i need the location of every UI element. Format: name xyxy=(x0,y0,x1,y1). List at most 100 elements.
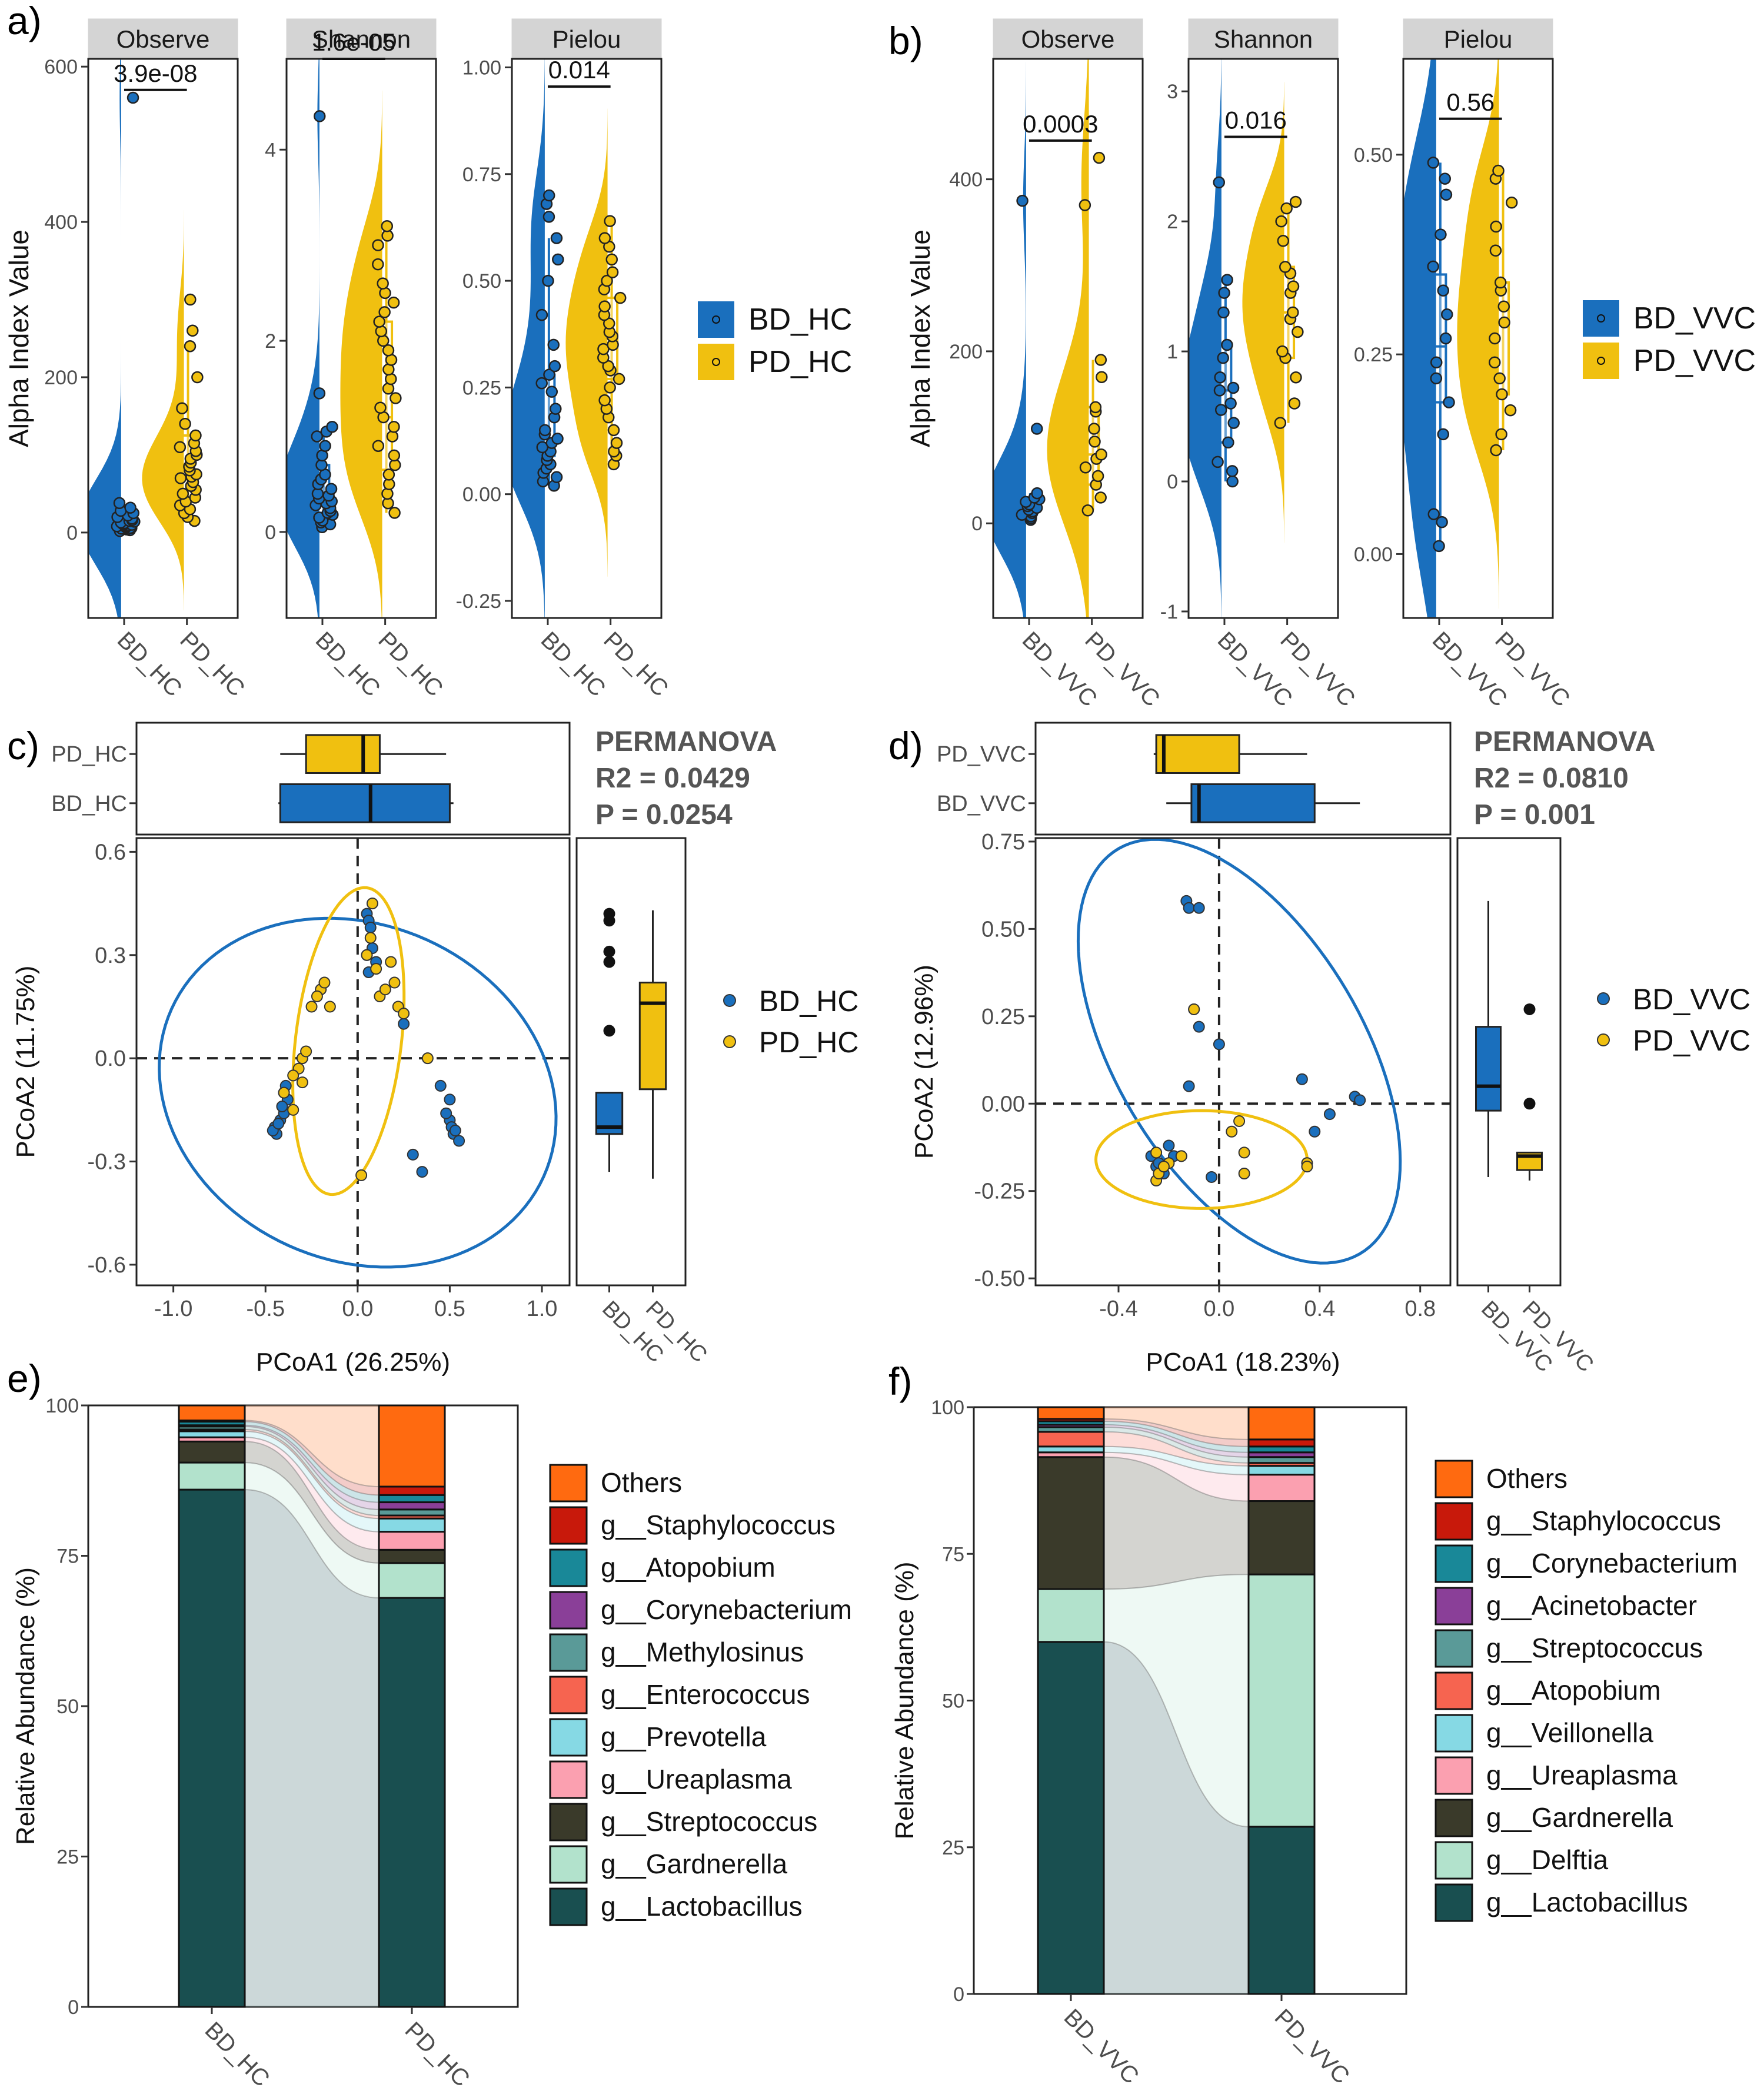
data-point xyxy=(601,274,613,287)
scatter-point xyxy=(1301,1161,1313,1173)
data-point xyxy=(1081,504,1094,517)
legend-label: g__Corynebacterium xyxy=(601,1594,852,1625)
data-point xyxy=(1279,261,1292,273)
data-point xyxy=(372,239,384,251)
data-point xyxy=(1292,325,1304,338)
plot-area xyxy=(512,59,627,618)
legend-key-pd_vvc xyxy=(1583,343,1619,379)
data-point xyxy=(1089,436,1101,448)
x-axis-title: PCoA1 (26.25%) xyxy=(256,1348,450,1377)
bar-segment xyxy=(178,1488,246,2008)
legend-label: g__Gardnerella xyxy=(1486,1802,1673,1833)
facet-title: Pielou xyxy=(553,25,621,53)
bar-segment xyxy=(378,1531,446,1551)
data-point xyxy=(1504,404,1517,417)
data-point xyxy=(1079,461,1092,474)
data-point xyxy=(1496,388,1508,401)
data-point xyxy=(1276,345,1289,358)
data-point xyxy=(1031,487,1043,500)
bar-segment xyxy=(1247,1465,1316,1476)
legend-label: PD_VVC xyxy=(1633,344,1756,378)
data-point xyxy=(373,315,385,328)
data-point xyxy=(381,220,394,232)
outlier-point xyxy=(603,915,615,927)
panel-label: d) xyxy=(888,724,923,767)
facet-strip xyxy=(1188,18,1339,59)
data-point xyxy=(1287,280,1300,293)
violin-pd_hc xyxy=(565,108,608,577)
scatter-point xyxy=(1238,1168,1250,1179)
legend-label: g__Veillonella xyxy=(1486,1717,1653,1748)
y-tick-label: 0 xyxy=(265,521,276,544)
data-point xyxy=(1275,215,1287,228)
data-point xyxy=(1288,397,1301,410)
data-point xyxy=(552,253,564,266)
y-tick-label: 0 xyxy=(953,1983,964,2006)
bar-segment xyxy=(1247,1474,1316,1503)
data-point xyxy=(1218,287,1230,299)
scatter-point xyxy=(324,1001,336,1013)
y-tick-label: 0.25 xyxy=(1354,344,1393,366)
legend-key xyxy=(549,1718,588,1757)
data-point xyxy=(387,296,400,309)
scatter-point xyxy=(388,976,401,989)
data-point xyxy=(1430,356,1443,368)
data-point xyxy=(547,338,560,351)
legend-label: g__Streptococcus xyxy=(1486,1633,1703,1663)
x-tick-label: PD_HC xyxy=(373,627,448,702)
x-tick-label: 0.5 xyxy=(434,1297,465,1321)
data-point xyxy=(1088,423,1100,435)
data-point xyxy=(545,385,558,398)
scatter-point xyxy=(440,1107,452,1119)
box-iqr xyxy=(1190,783,1316,823)
scatter-point xyxy=(272,1118,285,1130)
legend-key-bd_hc xyxy=(723,994,736,1007)
bar-segment xyxy=(378,1508,446,1517)
data-point xyxy=(1443,396,1455,408)
bar-segment xyxy=(178,1404,246,1422)
x-tick-label: 0.8 xyxy=(1404,1297,1436,1321)
data-point xyxy=(388,449,401,462)
scatter-point xyxy=(1296,1073,1308,1085)
data-point xyxy=(184,293,197,306)
y-tick-label: 0.75 xyxy=(981,830,1025,855)
x-axis-title: PCoA1 (18.23%) xyxy=(1146,1348,1340,1377)
abundance-panel-e: 0 25 50 75 100 BD_HC PD_HC Relative Abundance (… xyxy=(11,1395,852,2092)
data-point xyxy=(1224,397,1237,410)
violin-bd_vvc xyxy=(993,62,1026,618)
x-tick-label: 0.4 xyxy=(1304,1297,1335,1321)
data-point xyxy=(604,381,616,394)
scatter-point xyxy=(416,1166,428,1178)
y-tick-label: 4 xyxy=(265,139,276,161)
bar-segment xyxy=(178,1430,246,1438)
scatter-point xyxy=(1309,1125,1321,1138)
data-point xyxy=(1093,151,1106,164)
data-point xyxy=(1217,306,1230,319)
data-point xyxy=(319,440,331,452)
violin-pd_hc xyxy=(340,90,382,618)
outlier-point xyxy=(603,945,615,958)
alluvial-flow xyxy=(1103,1574,1249,1827)
data-point xyxy=(325,483,338,496)
legend-key xyxy=(549,1591,588,1630)
data-point xyxy=(1214,404,1227,416)
data-point xyxy=(179,417,191,430)
y-tick-label: 0.50 xyxy=(1354,144,1393,167)
data-point xyxy=(542,274,554,287)
box-iqr xyxy=(638,982,667,1091)
scatter-point xyxy=(364,922,377,933)
scatter-point xyxy=(305,1001,318,1013)
scatter-point xyxy=(1163,1139,1175,1152)
y-axis-title: Alpha Index Value xyxy=(905,230,936,447)
y-tick-label: 0.6 xyxy=(95,840,126,865)
data-point xyxy=(548,360,561,373)
scatter-point xyxy=(407,1148,419,1161)
data-point xyxy=(174,441,187,453)
legend-key-point xyxy=(712,315,720,324)
data-point xyxy=(386,430,399,443)
data-point xyxy=(1221,338,1233,351)
outlier-point xyxy=(603,1025,615,1037)
